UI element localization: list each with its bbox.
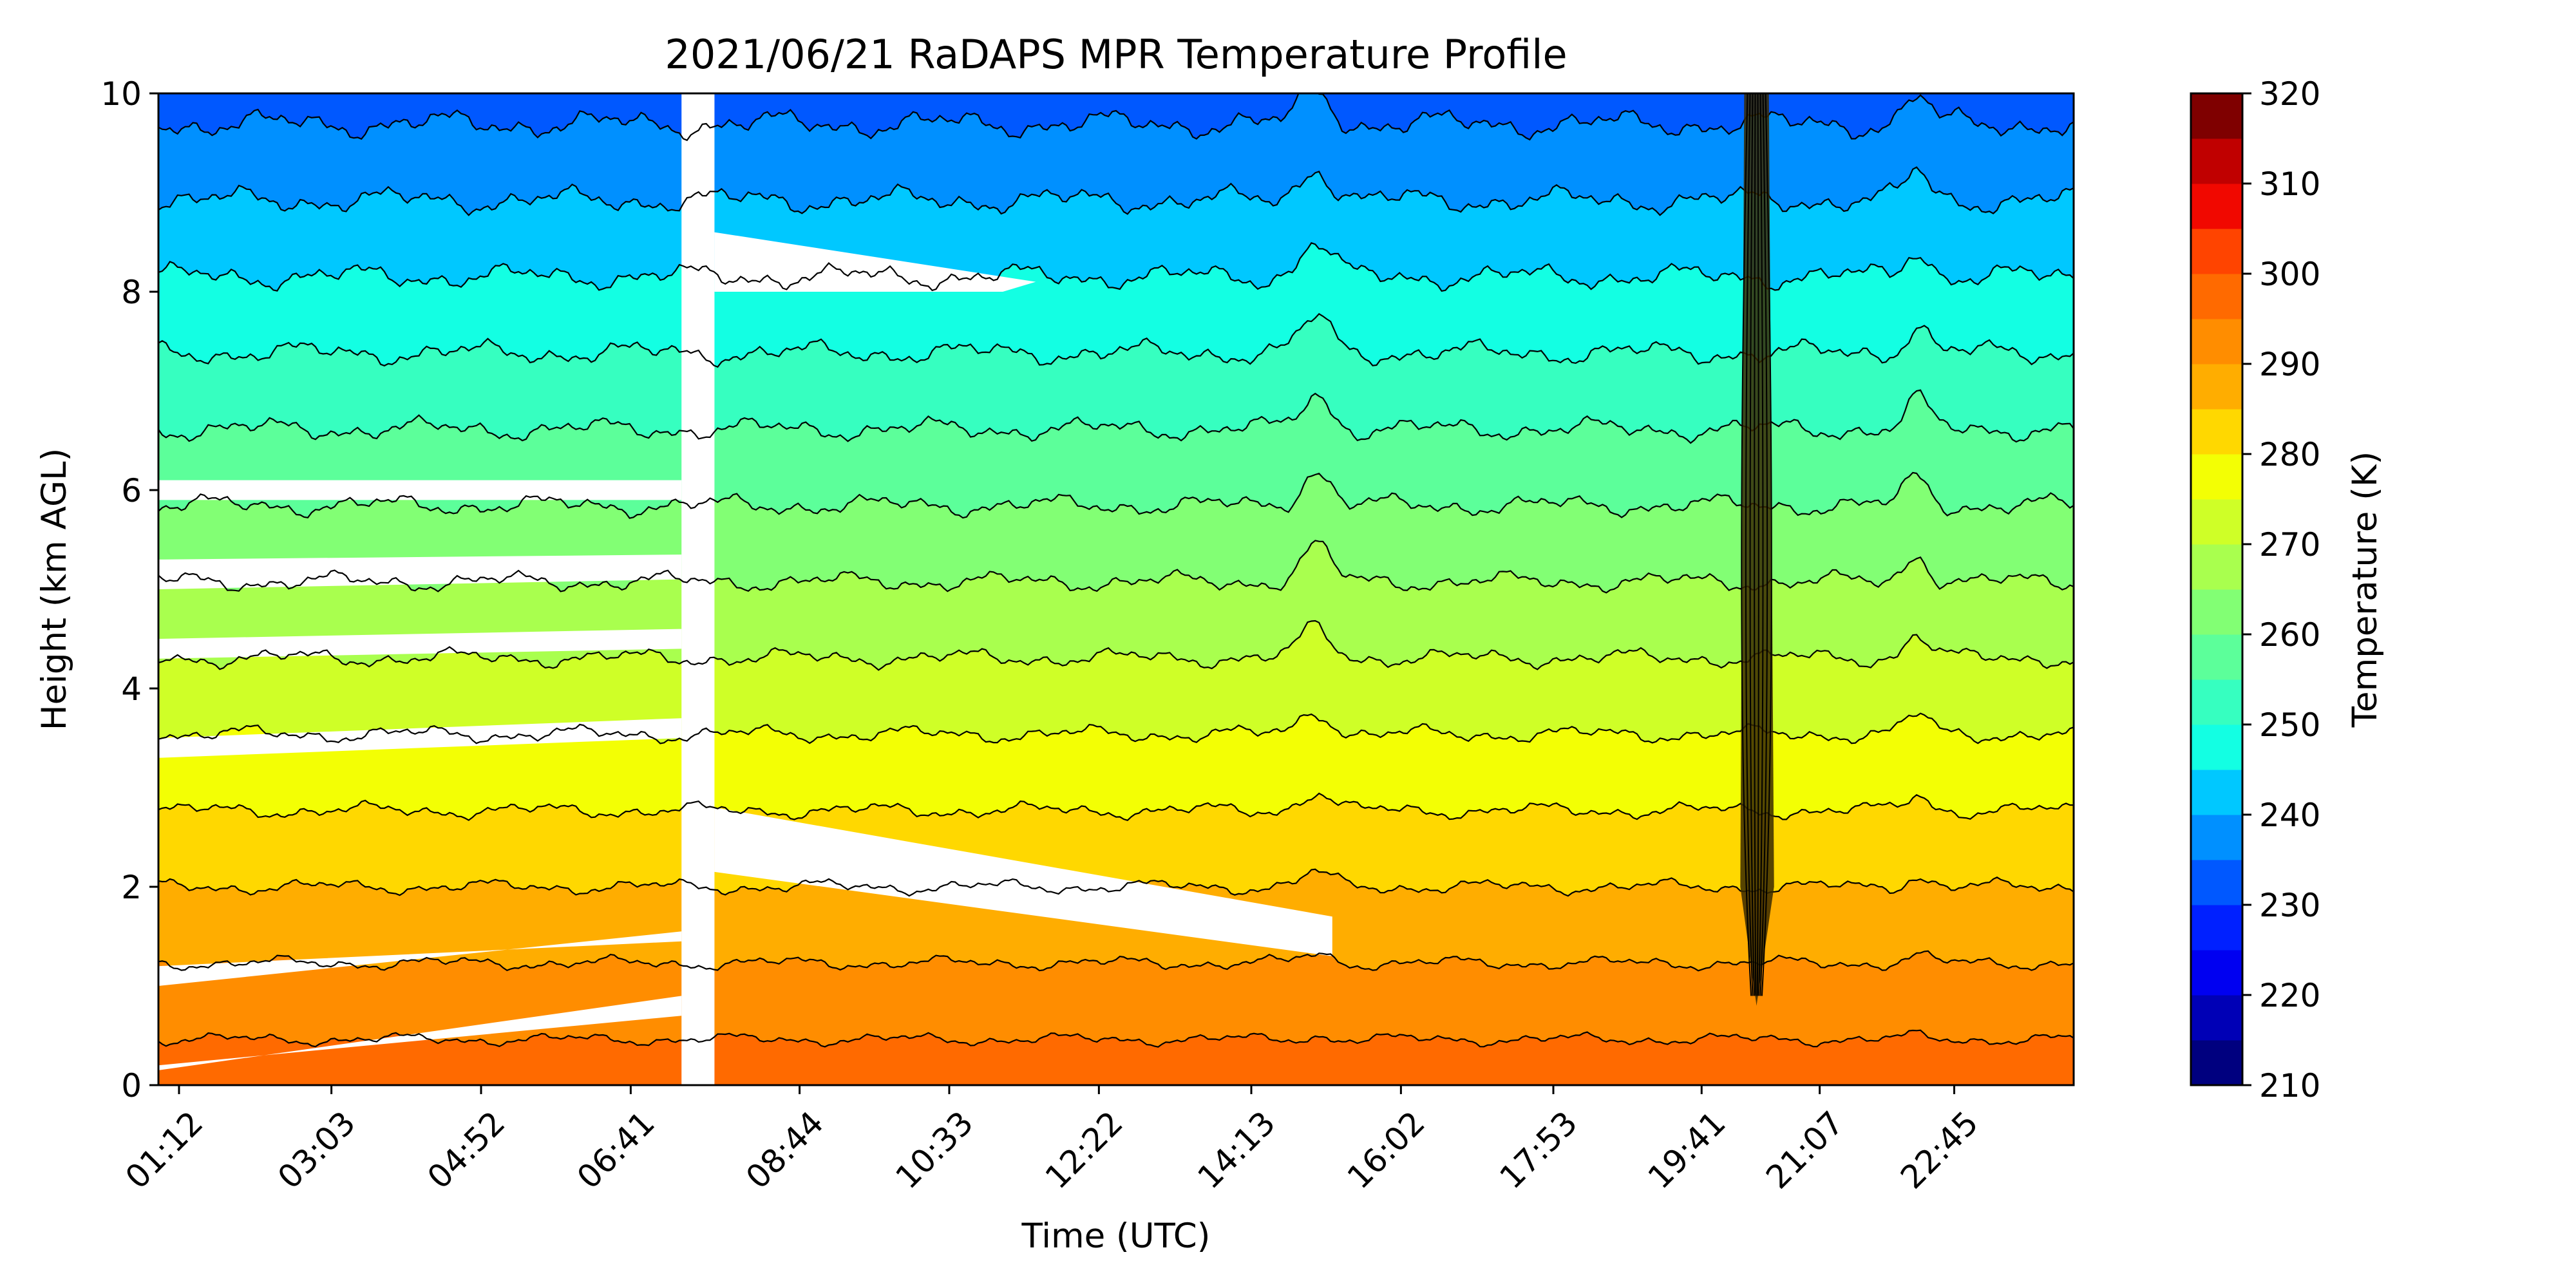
gap-wedge-5 <box>158 480 682 500</box>
x-tick-label: 08:44 <box>739 1104 831 1196</box>
x-tick-label: 22:45 <box>1893 1104 1985 1196</box>
colorbar-segment <box>2191 499 2242 545</box>
colorbar-tick-label: 240 <box>2259 797 2320 834</box>
y-tick-label: 6 <box>121 472 142 509</box>
x-tick-label: 21:07 <box>1759 1104 1851 1196</box>
colorbar-segment <box>2191 364 2242 410</box>
gap-wedge-1 <box>158 931 682 986</box>
colorbar-tick-label: 310 <box>2259 166 2320 203</box>
colorbar-segment <box>2191 905 2242 951</box>
colorbar-tick-label: 250 <box>2259 706 2320 744</box>
colorbar-segment <box>2191 1040 2242 1086</box>
colorbar-segment <box>2191 274 2242 319</box>
temperature-band-230 <box>158 93 2074 140</box>
plot-area <box>158 93 2074 1085</box>
colorbar-tick-label: 280 <box>2259 436 2320 473</box>
event-contour-5 <box>1758 93 1764 996</box>
x-tick-label: 17:53 <box>1493 1104 1585 1196</box>
x-tick-label: 06:41 <box>570 1104 662 1196</box>
contour-295K <box>158 1029 2074 1048</box>
event-contour-0 <box>1741 93 1752 996</box>
y-tick-label: 10 <box>100 75 142 113</box>
colorbar-segment <box>2191 950 2242 996</box>
x-axis: 01:12 03:03 04:52 06:41 08:44 10:33 12:22 14:13… <box>118 1085 1985 1196</box>
colorbar-label: Temperature (K) <box>2345 451 2385 728</box>
y-tick-label: 4 <box>121 670 142 708</box>
event-contour-3 <box>1754 93 1757 996</box>
colorbar: 210 220 230 240 250 260 270 280 290 300 310 320 <box>2190 75 2320 1104</box>
x-tick-label: 03:03 <box>270 1104 363 1196</box>
precipitation-event <box>1740 93 1774 1006</box>
event-contour-1 <box>1745 93 1754 996</box>
event-contour-6 <box>1759 93 1768 996</box>
data-gap <box>681 93 715 1085</box>
colorbar-segment <box>2191 589 2242 635</box>
colorbar-segment <box>2191 995 2242 1041</box>
colorbar-segment <box>2191 544 2242 590</box>
colorbar-segment <box>2191 184 2242 229</box>
colorbar-frame <box>2190 92 2244 1086</box>
gap-wedge-3 <box>158 629 682 659</box>
missing-data-gaps <box>158 93 1332 1085</box>
event-contour-2 <box>1749 93 1755 996</box>
colorbar-tick-label: 300 <box>2259 256 2320 293</box>
colorbar-segment <box>2191 409 2242 455</box>
colorbar-tick-label: 270 <box>2259 526 2320 564</box>
gap-wedge-4 <box>158 554 682 589</box>
colorbar-segment <box>2191 770 2242 815</box>
colorbar-segment <box>2191 815 2242 860</box>
x-axis-label: Time (UTC) <box>1021 1217 1211 1256</box>
y-tick-label: 0 <box>121 1067 142 1104</box>
y-axis: 0 2 4 6 8 10 <box>100 75 158 1104</box>
gap-wedge-6 <box>714 807 1332 956</box>
x-tick-label: 04:52 <box>421 1104 513 1196</box>
colorbar-segment <box>2191 319 2242 365</box>
x-tick-label: 01:12 <box>118 1104 211 1196</box>
colorbar-segment <box>2191 454 2242 500</box>
x-tick-label: 10:33 <box>889 1104 981 1196</box>
colorbar-segment <box>2191 634 2242 680</box>
colorbar-segment <box>2191 860 2242 905</box>
colorbar-tick-label: 210 <box>2259 1067 2320 1104</box>
colorbar-segment <box>2191 724 2242 770</box>
colorbar-tick-label: 230 <box>2259 887 2320 924</box>
x-tick-label: 14:13 <box>1191 1104 1283 1196</box>
chart-title: 2021/06/21 RaDAPS MPR Temperature Profil… <box>665 31 1567 78</box>
temperature-band-235 <box>158 93 2074 216</box>
gap-wedge-2 <box>158 718 682 758</box>
colorbar-segment <box>2191 93 2242 139</box>
colorbar-segment <box>2191 138 2242 184</box>
x-tick-label: 16:02 <box>1340 1104 1432 1196</box>
colorbar-tick-label: 290 <box>2259 346 2320 383</box>
x-tick-label: 12:22 <box>1038 1104 1130 1196</box>
x-tick-label: 19:41 <box>1641 1104 1733 1196</box>
gap-wedge-0 <box>158 996 682 1070</box>
colorbar-tick-label: 320 <box>2259 75 2320 113</box>
colorbar-tick-label: 260 <box>2259 616 2320 654</box>
event-contour-4 <box>1756 93 1759 996</box>
y-axis-label: Height (km AGL) <box>35 448 74 731</box>
y-tick-label: 2 <box>121 869 142 906</box>
colorbar-tick-label: 220 <box>2259 977 2320 1014</box>
colorbar-segment <box>2191 679 2242 725</box>
event-contour-7 <box>1761 93 1772 996</box>
colorbar-segment <box>2191 229 2242 274</box>
plot-frame <box>157 92 2075 1086</box>
y-tick-label: 8 <box>121 274 142 311</box>
